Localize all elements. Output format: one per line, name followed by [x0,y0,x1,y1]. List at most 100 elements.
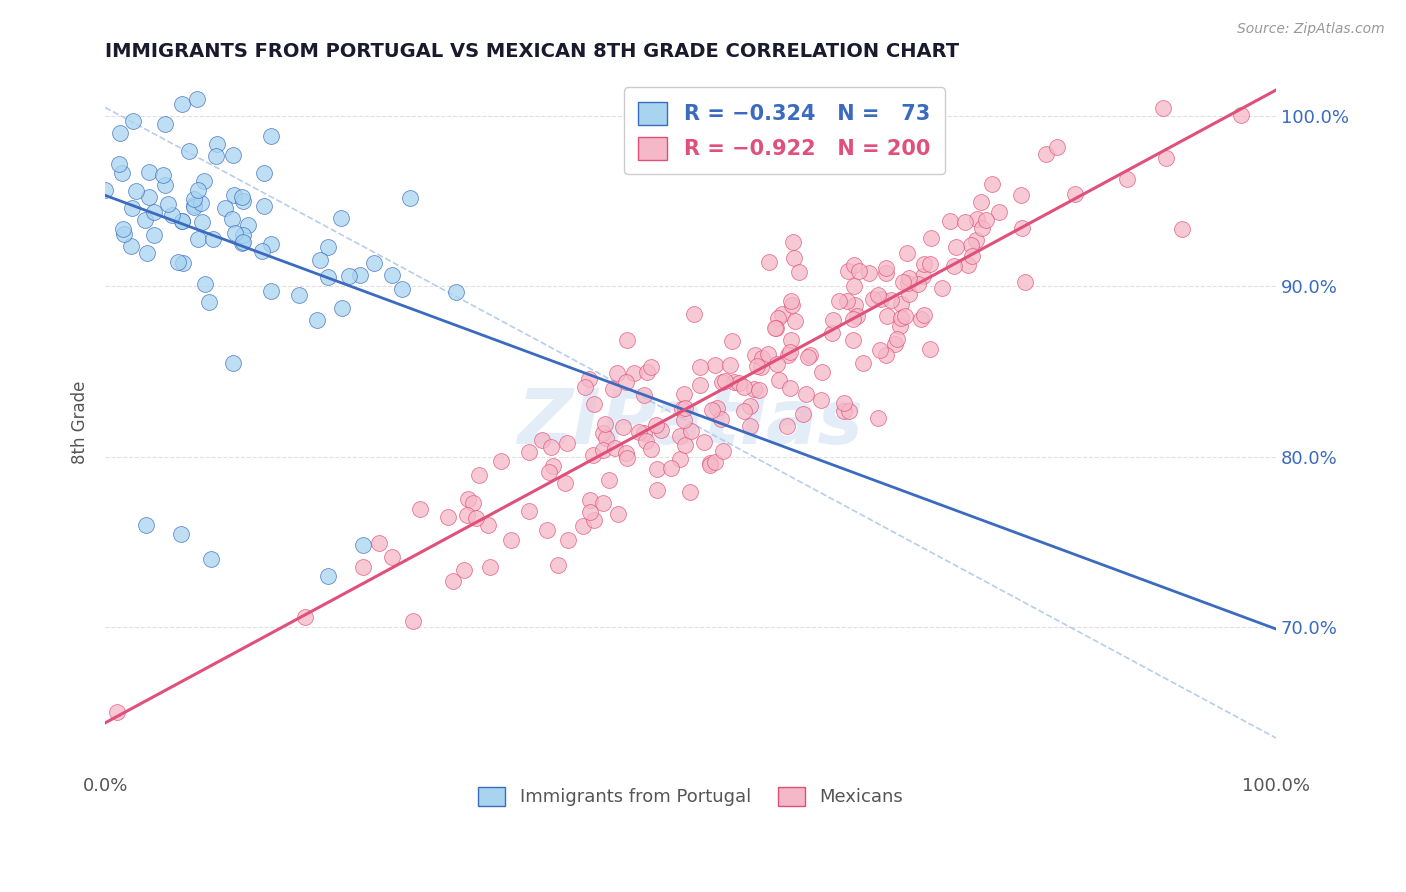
Point [706,401,728,416]
Text: ZIPatlas: ZIPatlas [517,385,863,459]
Point [170,526,193,541]
Point [710,375,733,389]
Point [138,165,160,179]
Point [844,298,866,312]
Point [811,365,834,379]
Point [718,358,741,372]
Point [517,445,540,459]
Point [540,441,562,455]
Point [778,348,800,362]
Point [970,194,993,209]
Point [214,201,236,215]
Point [766,311,789,326]
Point [704,358,727,372]
Point [728,376,751,391]
Point [897,271,920,285]
Point [120,239,142,253]
Point [842,312,865,326]
Point [391,282,413,296]
Point [770,307,793,321]
Point [852,356,875,370]
Point [742,383,765,397]
Point [578,372,600,386]
Point [581,448,603,462]
Point [606,367,628,381]
Point [671,401,693,416]
Point [461,496,484,510]
Text: IMMIGRANTS FROM PORTUGAL VS MEXICAN 8TH GRADE CORRELATION CHART: IMMIGRANTS FROM PORTUGAL VS MEXICAN 8TH … [105,42,959,61]
Point [623,366,645,380]
Point [260,285,283,299]
Point [918,257,941,271]
Point [842,279,865,293]
Point [172,214,194,228]
Point [942,260,965,274]
Y-axis label: 8th Grade: 8th Grade [72,381,89,465]
Point [890,297,912,311]
Point [316,240,339,254]
Point [457,492,479,507]
Point [645,483,668,497]
Point [957,258,980,272]
Point [260,236,283,251]
Point [221,212,243,227]
Point [453,563,475,577]
Point [862,292,884,306]
Point [153,117,176,131]
Point [409,502,432,516]
Point [748,383,770,397]
Point [166,255,188,269]
Point [202,232,225,246]
Point [187,183,209,197]
Point [381,268,404,283]
Point [1230,108,1253,122]
Point [673,401,696,416]
Point [517,503,540,517]
Point [111,221,134,235]
Point [110,127,132,141]
Point [870,292,893,306]
Point [236,218,259,232]
Point [595,431,617,445]
Point [907,277,929,292]
Point [330,301,353,315]
Point [890,311,912,326]
Point [329,211,352,226]
Point [672,386,695,401]
Point [231,236,253,251]
Point [121,201,143,215]
Point [633,388,655,402]
Point [352,560,374,574]
Point [231,190,253,204]
Point [672,413,695,427]
Point [875,348,897,362]
Point [232,235,254,249]
Point [780,334,803,348]
Legend: Immigrants from Portugal, Mexicans: Immigrants from Portugal, Mexicans [470,778,912,815]
Point [598,473,620,487]
Point [751,351,773,365]
Point [614,445,637,459]
Point [183,200,205,214]
Point [645,417,668,432]
Point [868,410,890,425]
Point [441,574,464,588]
Point [897,276,920,290]
Point [582,397,605,411]
Point [456,508,478,522]
Point [714,374,737,388]
Point [704,455,727,469]
Point [232,194,254,209]
Point [745,359,768,373]
Point [794,386,817,401]
Point [910,311,932,326]
Point [191,215,214,229]
Point [637,365,659,379]
Point [616,376,638,390]
Point [627,425,650,439]
Point [190,195,212,210]
Point [832,396,855,410]
Point [222,148,245,162]
Point [108,157,131,171]
Point [738,418,761,433]
